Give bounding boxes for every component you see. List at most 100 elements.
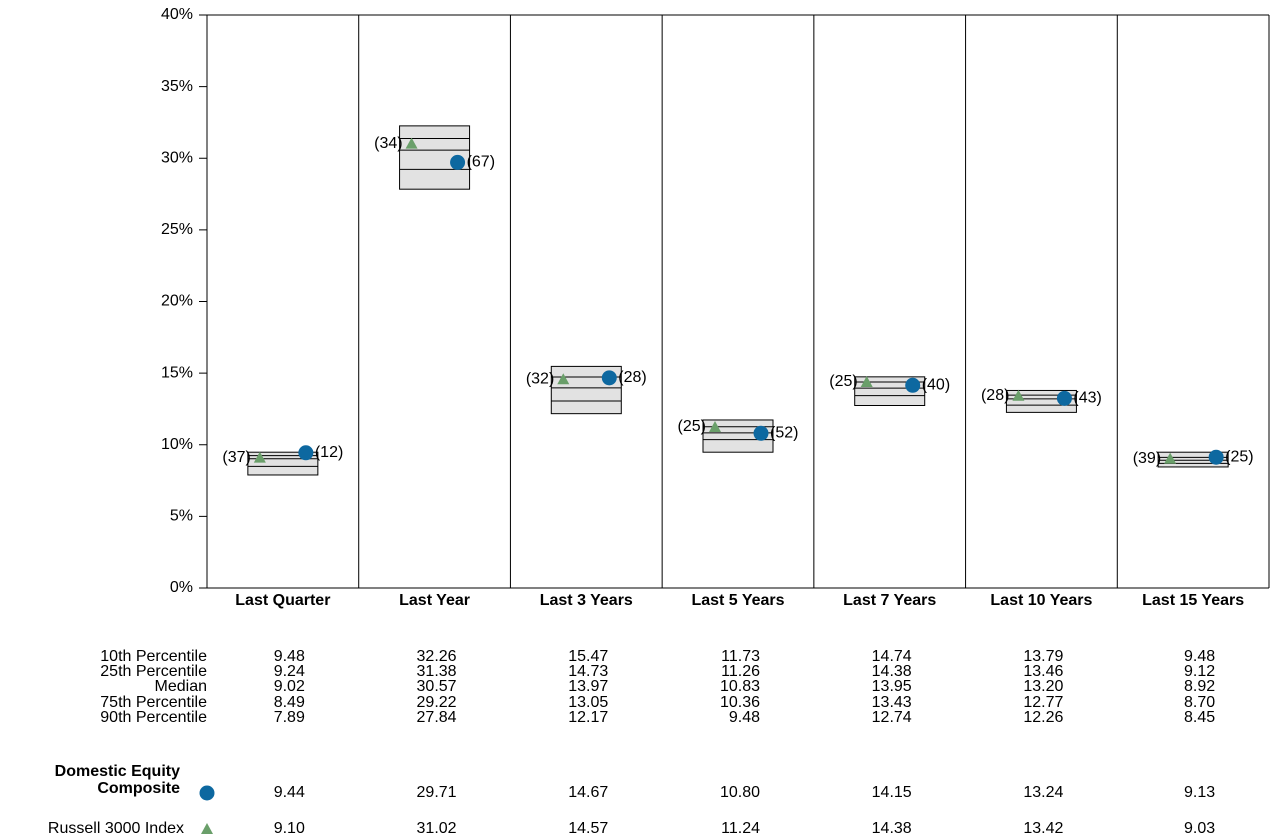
- marker: [601, 370, 617, 386]
- x-tick-label: Last 5 Years: [691, 592, 784, 609]
- table-value: 12.26: [1023, 709, 1063, 726]
- rank-label: (43): [1073, 390, 1101, 407]
- marker: [1056, 390, 1072, 406]
- table-value: 13.05: [568, 694, 608, 711]
- marker: [753, 425, 769, 441]
- rank-label: (28): [618, 369, 646, 386]
- table-value: 14.67: [568, 784, 608, 801]
- table-value: 8.70: [1184, 694, 1215, 711]
- table-value: 14.74: [872, 648, 912, 665]
- rank-label: (28): [981, 387, 1009, 404]
- y-tick-label: 40%: [161, 6, 193, 23]
- table-value: 12.74: [872, 709, 912, 726]
- rank-label: (25): [678, 418, 706, 435]
- rank-label: (52): [770, 425, 798, 442]
- series-label: Domestic Equity Composite: [54, 763, 180, 797]
- table-value: 13.46: [1023, 663, 1063, 680]
- table-value: 11.24: [721, 820, 760, 837]
- x-tick-label: Last 3 Years: [540, 592, 633, 609]
- x-tick-label: Last Year: [399, 592, 470, 609]
- box: [247, 451, 319, 476]
- table-value: 14.57: [568, 820, 608, 837]
- table-value: 9.44: [274, 784, 305, 801]
- table-value: 31.02: [417, 820, 457, 837]
- table-value: 11.26: [721, 663, 760, 680]
- y-tick-label: 20%: [161, 293, 193, 310]
- rank-label: (12): [315, 444, 343, 461]
- table-value: 13.20: [1023, 678, 1063, 695]
- table-value: 12.17: [568, 709, 608, 726]
- table-value: 7.89: [274, 709, 305, 726]
- table-value: 8.49: [274, 694, 305, 711]
- marker: [253, 451, 266, 463]
- table-value: 13.97: [568, 678, 608, 695]
- table-value: 13.42: [1023, 820, 1063, 837]
- y-tick-label: 15%: [161, 364, 193, 381]
- rank-label: (34): [374, 135, 402, 152]
- table-value: 31.38: [417, 663, 457, 680]
- x-tick-label: Last 7 Years: [843, 592, 936, 609]
- table-value: 13.95: [872, 678, 912, 695]
- table-value: 14.38: [872, 820, 912, 837]
- marker: [709, 420, 721, 432]
- y-tick-label: 0%: [170, 579, 193, 596]
- table-value: 8.92: [1184, 678, 1215, 695]
- y-tick-label: 10%: [161, 436, 193, 453]
- series-label: Russell 3000 Index: [48, 820, 184, 837]
- rank-label: (25): [829, 373, 857, 390]
- y-tick-label: 5%: [170, 508, 193, 525]
- marker: [557, 373, 570, 385]
- rank-label: (37): [222, 449, 250, 466]
- table-value: 9.12: [1184, 663, 1215, 680]
- marker: [905, 377, 921, 393]
- rank-label: (32): [526, 371, 554, 388]
- table-value: 29.71: [417, 784, 457, 801]
- table-value: 14.15: [872, 784, 912, 801]
- table-value: 9.02: [274, 678, 305, 695]
- table-value: 9.48: [274, 648, 305, 665]
- marker: [1164, 452, 1177, 464]
- table-value: 29.22: [417, 694, 457, 711]
- marker: [450, 154, 466, 170]
- x-tick-label: Last 15 Years: [1142, 592, 1244, 609]
- table-value: 9.13: [1184, 784, 1215, 801]
- x-tick-label: Last 10 Years: [990, 592, 1092, 609]
- rank-label: (39): [1133, 450, 1161, 467]
- table-value: 10.80: [720, 784, 760, 801]
- row-label: Median: [155, 678, 207, 695]
- table-value: 9.10: [274, 820, 305, 837]
- table-value: 13.24: [1023, 784, 1063, 801]
- marker: [860, 376, 873, 388]
- table-value: 10.83: [720, 678, 760, 695]
- x-tick-label: Last Quarter: [235, 592, 330, 609]
- row-label: 10th Percentile: [100, 648, 207, 665]
- legend-icon: [201, 823, 213, 834]
- marker: [1208, 449, 1224, 465]
- y-tick-label: 30%: [161, 149, 193, 166]
- table-value: 27.84: [417, 709, 457, 726]
- marker: [1012, 389, 1025, 401]
- table-value: 15.47: [568, 648, 608, 665]
- row-label: 90th Percentile: [100, 709, 207, 726]
- rank-label: (25): [1225, 448, 1253, 465]
- table-value: 9.03: [1184, 820, 1215, 837]
- marker: [405, 137, 418, 149]
- table-value: 11.73: [721, 648, 760, 665]
- table-value: 8.45: [1184, 709, 1215, 726]
- table-value: 10.36: [720, 694, 760, 711]
- table-value: 14.73: [568, 663, 608, 680]
- table-value: 32.26: [417, 648, 457, 665]
- table-value: 13.79: [1023, 648, 1063, 665]
- table-value: 9.48: [1184, 648, 1215, 665]
- table-value: 12.77: [1023, 694, 1063, 711]
- table-value: 9.24: [274, 663, 305, 680]
- rank-label: (67): [467, 154, 495, 171]
- rank-label: (40): [922, 377, 950, 394]
- y-tick-label: 25%: [161, 221, 193, 238]
- marker: [298, 445, 314, 461]
- y-tick-label: 35%: [161, 78, 193, 95]
- table-value: 9.48: [729, 709, 760, 726]
- row-label: 75th Percentile: [100, 694, 207, 711]
